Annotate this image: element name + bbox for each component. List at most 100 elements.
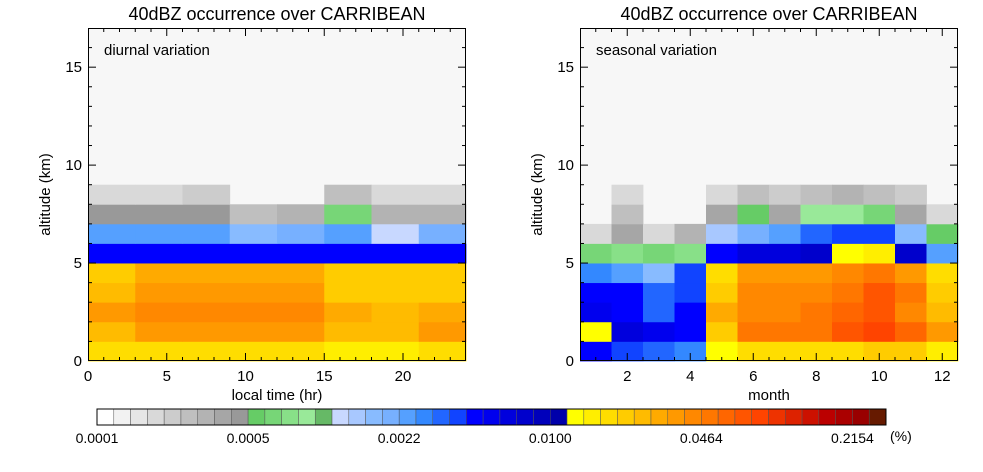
diurnal-cell — [324, 243, 372, 264]
seasonal-cell — [800, 302, 833, 323]
colorbar-swatch — [583, 408, 601, 426]
diurnal-cell — [135, 263, 183, 284]
seasonal-x-tick-label: 6 — [749, 368, 757, 385]
diurnal-cell — [229, 263, 278, 284]
seasonal-cell — [674, 282, 707, 303]
colorbar-swatch — [482, 408, 501, 426]
seasonal-cell — [611, 243, 644, 264]
seasonal-cell — [769, 321, 801, 342]
seasonal-cell — [706, 223, 738, 244]
colorbar-swatch — [331, 408, 350, 426]
colorbar-swatch — [147, 408, 165, 426]
colorbar-swatch — [785, 408, 803, 426]
diurnal-cell — [371, 302, 420, 323]
diurnal-cell — [418, 243, 467, 264]
diurnal-cell — [229, 341, 278, 362]
diurnal-cell — [88, 223, 136, 244]
colorbar-swatch — [415, 408, 433, 426]
seasonal-cell — [926, 263, 959, 284]
seasonal-chart: 40dBZ occurrence over CARRIBEAN seasonal… — [529, 4, 959, 404]
colorbar-swatch — [281, 408, 299, 426]
seasonal-cell — [674, 321, 707, 342]
diurnal-cell — [371, 223, 420, 244]
diurnal-cell — [324, 263, 372, 284]
diurnal-cell — [88, 263, 136, 284]
seasonal-cell — [800, 243, 833, 264]
seasonal-cell — [895, 263, 927, 284]
seasonal-cell — [800, 341, 833, 362]
seasonal-cell — [832, 243, 864, 264]
seasonal-cell — [926, 282, 959, 303]
seasonal-cell — [832, 204, 864, 225]
seasonal-annotation: seasonal variation — [596, 42, 717, 59]
diurnal-cell — [88, 184, 136, 205]
diurnal-cell — [182, 321, 231, 342]
diurnal-x-tick-label: 0 — [84, 368, 92, 385]
colorbar-label: 0.0100 — [529, 430, 572, 446]
seasonal-cell — [737, 341, 770, 362]
colorbar-swatch — [801, 408, 820, 426]
diurnal-cell — [371, 321, 420, 342]
seasonal-cell — [674, 263, 707, 284]
seasonal-cell — [895, 282, 927, 303]
colorbar-label: 0.2154 — [831, 430, 874, 446]
diurnal-cell — [182, 243, 231, 264]
diurnal-cell — [371, 204, 420, 225]
colorbar-swatch — [751, 408, 769, 426]
diurnal-cell — [229, 223, 278, 244]
diurnal-cell — [182, 204, 231, 225]
seasonal-cell — [800, 282, 833, 303]
seasonal-cell — [863, 204, 896, 225]
diurnal-cell — [135, 282, 183, 303]
diurnal-cell — [182, 302, 231, 323]
seasonal-x-tick-label: 8 — [812, 368, 820, 385]
seasonal-cell — [863, 341, 896, 362]
diurnal-cell — [229, 243, 278, 264]
seasonal-y-tick-label: 10 — [557, 157, 574, 174]
colorbar-swatch — [231, 408, 249, 426]
diurnal-cell — [277, 204, 325, 225]
seasonal-cell — [580, 282, 612, 303]
seasonal-plot-frame — [580, 28, 958, 361]
colorbar-swatch — [852, 408, 870, 426]
diurnal-x-tick-label: 10 — [237, 368, 254, 385]
seasonal-cell — [769, 263, 801, 284]
seasonal-cell — [643, 223, 675, 244]
colorbar-swatch — [533, 408, 551, 426]
seasonal-cell — [706, 184, 738, 205]
seasonal-cell — [863, 282, 896, 303]
diurnal-cell — [135, 243, 183, 264]
seasonal-cell — [737, 223, 770, 244]
colorbar-swatch — [348, 408, 366, 426]
seasonal-y-axis-label: altitude (km) — [529, 153, 546, 236]
seasonal-cell — [832, 341, 864, 362]
diurnal-cell — [371, 341, 420, 362]
colorbar-swatch — [600, 408, 618, 426]
seasonal-cell — [643, 321, 675, 342]
seasonal-cell — [580, 341, 612, 362]
diurnal-cell — [371, 243, 420, 264]
seasonal-x-tick-label: 12 — [934, 368, 951, 385]
colorbar-swatch — [96, 408, 115, 426]
seasonal-cell — [800, 204, 833, 225]
seasonal-cell — [706, 263, 738, 284]
seasonal-cell — [769, 204, 801, 225]
seasonal-cell — [737, 263, 770, 284]
diurnal-y-tick-label: 15 — [65, 59, 82, 76]
diurnal-cell — [324, 302, 372, 323]
seasonal-cell — [737, 282, 770, 303]
diurnal-cell — [277, 243, 325, 264]
seasonal-cell — [580, 302, 612, 323]
diurnal-x-tick-label: 15 — [316, 368, 333, 385]
seasonal-cell — [674, 302, 707, 323]
colorbar-label: 0.0001 — [76, 430, 119, 446]
diurnal-cell — [324, 184, 372, 205]
colorbar-swatch — [197, 408, 215, 426]
colorbar-swatch — [768, 408, 786, 426]
diurnal-cell — [418, 184, 467, 205]
seasonal-cell — [706, 341, 738, 362]
seasonal-cell — [737, 204, 770, 225]
diurnal-cell — [88, 243, 136, 264]
colorbar-label: 0.0464 — [680, 430, 723, 446]
colorbar-swatch — [516, 408, 534, 426]
